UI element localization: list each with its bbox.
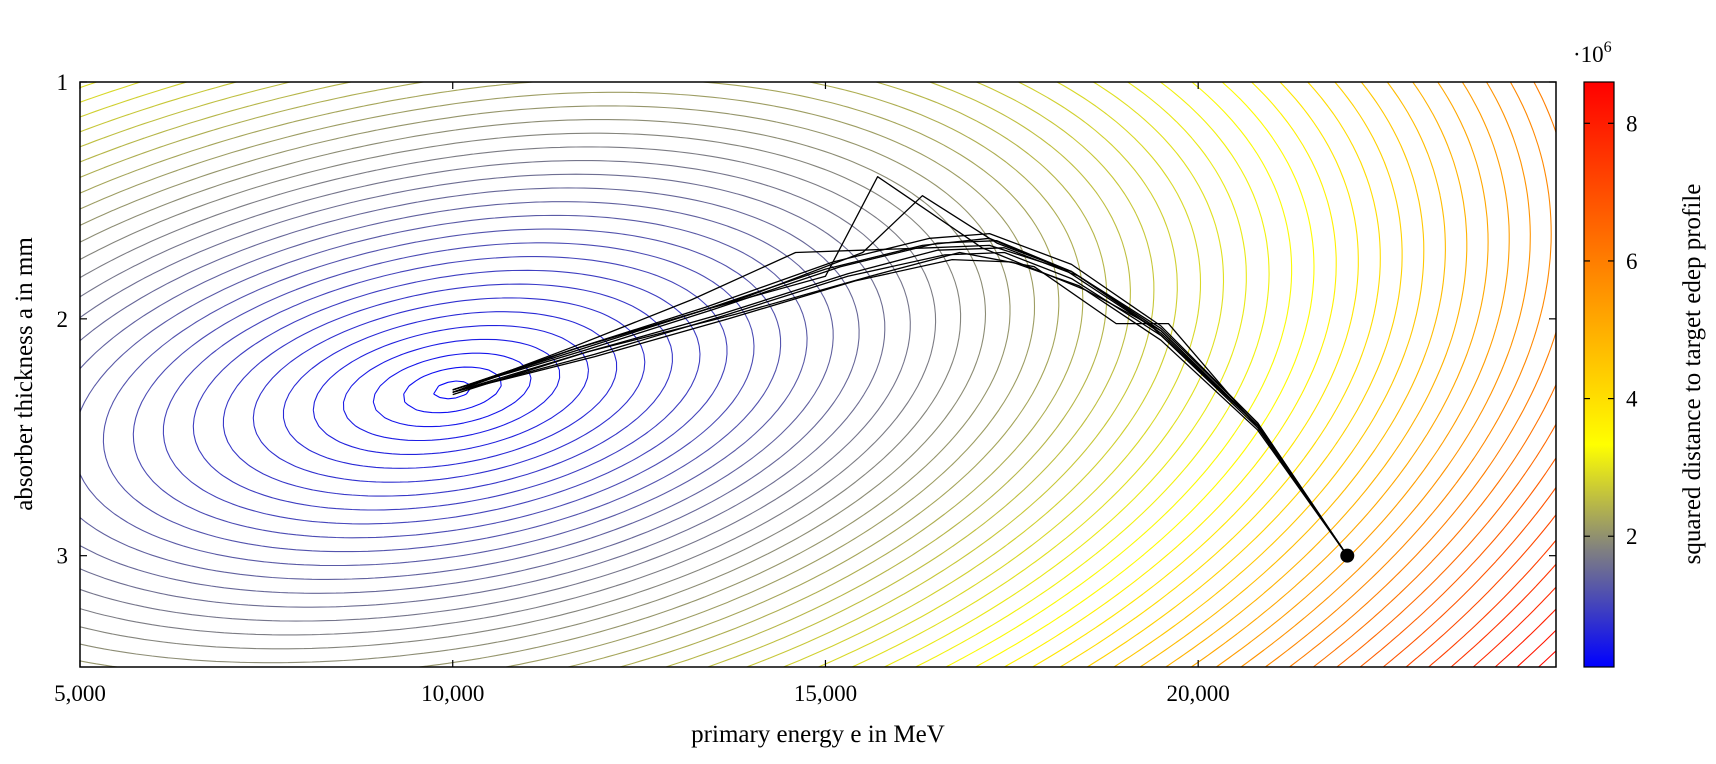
- colorbar-tick-label: 6: [1626, 249, 1638, 274]
- contour-line: [80, 187, 860, 594]
- colorbar-multiplier-base: ·10: [1573, 42, 1604, 67]
- colorbar-tick-label: 2: [1626, 524, 1638, 549]
- contour-line: [80, 82, 1131, 667]
- contour-line: [1427, 539, 1556, 667]
- y-tick-label: 2: [57, 307, 69, 332]
- contour-line: [1516, 629, 1556, 667]
- contour-line: [1537, 650, 1556, 667]
- contour-line: [80, 82, 1155, 667]
- plot-area: [79, 81, 1561, 674]
- contour-line: [252, 297, 646, 483]
- y-tick-label: 1: [57, 70, 69, 95]
- contour-lines: [80, 82, 1561, 674]
- colorbar-multiplier: ·106: [1573, 39, 1612, 67]
- x-tick-label: 5,000: [54, 681, 106, 706]
- contour-line: [80, 132, 962, 650]
- contour-line: [1059, 82, 1381, 667]
- contour-line: [1139, 82, 1446, 667]
- colorbar-gradient: [1583, 81, 1615, 668]
- trajectory-line: [452, 251, 1348, 557]
- colorbar-ticks: 2 4 6 8: [1584, 111, 1638, 549]
- x-axis-ticks: 5,000 10,000 15,000 20,000: [54, 82, 1230, 706]
- x-tick-label: 20,000: [1167, 681, 1230, 706]
- contour-line: [192, 269, 701, 511]
- y-axis-label: absorber thickness a in mm: [11, 237, 38, 511]
- contour-line: [1382, 486, 1556, 667]
- contour-line: [80, 82, 1225, 667]
- y-tick-label: 3: [57, 544, 69, 569]
- contour-line: [1335, 423, 1556, 667]
- trajectory-line: [452, 232, 1348, 557]
- trajectory-line: [452, 251, 1348, 557]
- contour-line: [162, 256, 728, 525]
- colorbar-tick-label: 8: [1626, 111, 1638, 136]
- colorbar-multiplier-exponent: 6: [1604, 39, 1612, 56]
- contour-line: [944, 82, 1293, 667]
- contour-line: [282, 311, 618, 469]
- contour-line: [80, 82, 1178, 667]
- contour-line: [1003, 82, 1337, 667]
- start-point-marker: [1340, 548, 1355, 563]
- contour-line: [1288, 82, 1556, 667]
- contour-line: [80, 105, 1011, 667]
- contour-line: [80, 160, 911, 622]
- trajectory-line: [452, 195, 1348, 557]
- trajectory-line: [452, 244, 1348, 557]
- contour-line: [222, 283, 673, 497]
- contour-line: [1112, 82, 1425, 667]
- plot-frame: [79, 81, 1557, 668]
- contour-line: [80, 173, 886, 608]
- contour-line: [1405, 513, 1556, 667]
- colorbar-tick-label: 4: [1626, 387, 1638, 412]
- contour-line: [80, 214, 808, 567]
- contour-line: [80, 201, 834, 580]
- contour-line: [1450, 563, 1556, 667]
- contour-line: [1240, 82, 1531, 667]
- contour-line: [342, 338, 561, 442]
- contour-line: [1359, 456, 1556, 667]
- colorbar-label: squared distance to target edep profile: [1679, 184, 1706, 565]
- contour-line: [80, 146, 937, 636]
- contour-line: [1164, 82, 1468, 667]
- y-axis-ticks: 1 2 3: [57, 70, 1556, 569]
- contour-line: [974, 82, 1315, 667]
- contour-line: [1553, 667, 1561, 674]
- contour-line: [1264, 82, 1552, 667]
- contour-line: [403, 366, 502, 414]
- contour-line: [312, 324, 590, 455]
- x-axis-label: primary energy e in MeV: [691, 721, 945, 748]
- contour-line: [1086, 82, 1403, 667]
- contour-line: [80, 82, 1060, 667]
- trajectory-line: [452, 247, 1348, 557]
- trajectory-line: [452, 176, 1348, 557]
- contour-line: [1031, 82, 1359, 667]
- contour-line: [1312, 383, 1556, 667]
- contour-line: [1215, 82, 1510, 667]
- contour-line: [80, 82, 1108, 667]
- contour-line: [80, 91, 1036, 667]
- x-tick-label: 15,000: [794, 681, 857, 706]
- contour-line: [102, 228, 782, 553]
- contour-line: [372, 352, 532, 428]
- contour-line: [80, 82, 1202, 667]
- contour-line: [1472, 586, 1556, 667]
- contour-line: [914, 82, 1270, 667]
- contour-line: [1190, 82, 1489, 667]
- x-tick-label: 10,000: [421, 681, 484, 706]
- contour-line: [80, 82, 1084, 667]
- contour-line: [132, 242, 755, 539]
- trajectory-line: [452, 258, 1348, 557]
- trajectory-lines: [452, 176, 1348, 557]
- contour-line: [1494, 608, 1556, 667]
